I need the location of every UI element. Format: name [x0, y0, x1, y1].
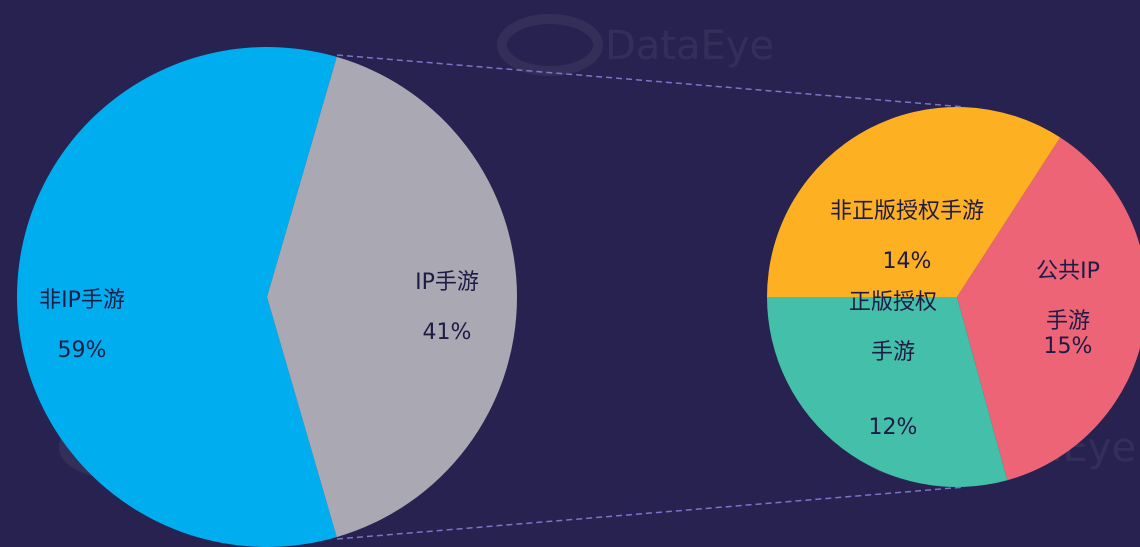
pie-slice	[17, 46, 337, 547]
category-label: 公共IP手游	[1036, 259, 1100, 334]
value-label: 12%	[868, 415, 918, 440]
pie-slice	[767, 297, 1008, 488]
connector	[336, 54, 966, 108]
value-label: 15%	[1043, 334, 1093, 359]
watermark: DataEye	[605, 23, 774, 69]
category-label: 正版授权 手游	[848, 290, 938, 365]
watermark-icon	[497, 14, 603, 76]
pie-slice	[957, 137, 1140, 481]
value-label: 14%	[882, 249, 932, 274]
pie-slice	[767, 106, 1061, 298]
category-label: IP手游	[415, 270, 479, 295]
value-label: 59%	[57, 338, 107, 363]
connector	[336, 486, 966, 540]
value-label: 41%	[422, 320, 472, 345]
pie-slice	[267, 56, 518, 538]
category-label: 非IP手游	[39, 288, 125, 313]
category-label: 非正版授权手游	[829, 199, 985, 224]
